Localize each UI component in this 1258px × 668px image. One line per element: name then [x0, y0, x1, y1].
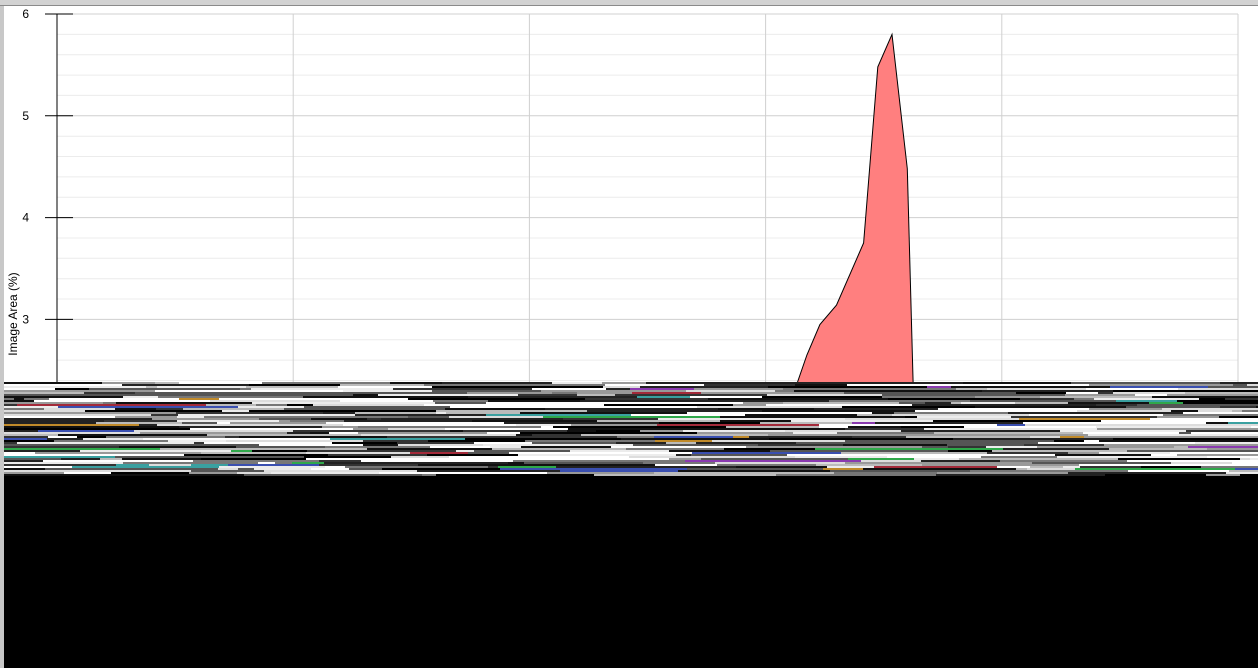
blank-lower-region — [4, 476, 1258, 668]
y-tick-label: 5 — [22, 109, 29, 123]
axis-labels: Image Area (%) — [6, 272, 20, 355]
series-layer — [795, 32, 914, 386]
y-axis-label: Image Area (%) — [6, 272, 20, 355]
grid-layer — [57, 13, 1239, 386]
y-tick-label: 4 — [22, 211, 29, 225]
area-series-0 — [795, 32, 914, 386]
rendering-artifact-band — [4, 382, 1258, 476]
y-axis: 3 4 5 6 — [22, 7, 73, 386]
area-chart: 3 4 5 6 Image Area (%) — [6, 7, 1239, 386]
chart-panel: 3 4 5 6 Image Area (%) — [4, 6, 1258, 386]
y-tick-label: 3 — [22, 312, 29, 326]
window-top-edge — [0, 0, 1258, 6]
y-tick-label: 6 — [22, 7, 29, 21]
